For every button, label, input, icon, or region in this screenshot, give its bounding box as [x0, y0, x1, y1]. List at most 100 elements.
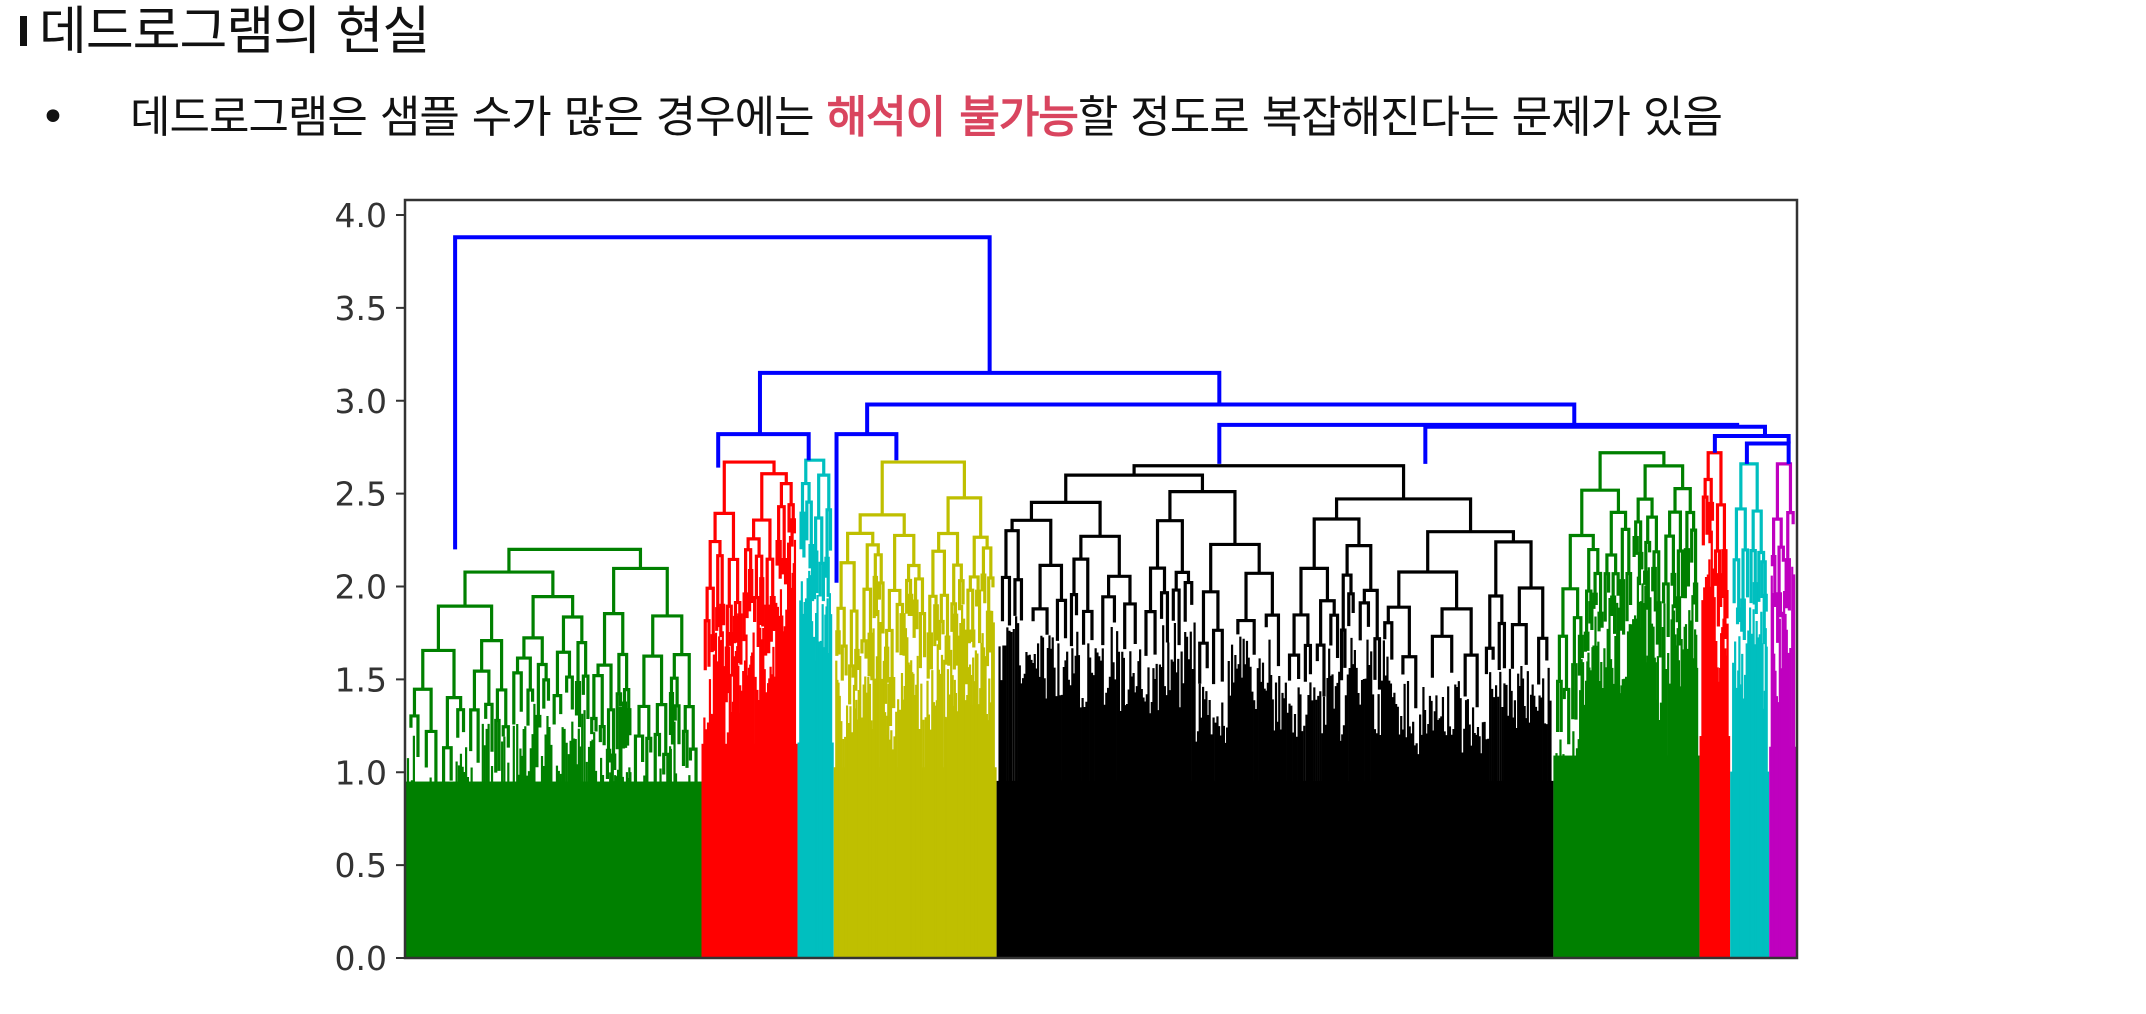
merge-link	[1315, 643, 1326, 697]
merge-link	[1572, 616, 1583, 665]
y-tick-label: 0.5	[335, 846, 387, 885]
merge-link	[605, 748, 612, 780]
merge-link	[1770, 554, 1777, 607]
dendrogram-cluster-4	[833, 460, 997, 958]
merge-link	[542, 678, 551, 709]
y-tick-label: 1.0	[335, 753, 387, 792]
merge-link	[1749, 549, 1757, 604]
merge-link	[1585, 589, 1593, 634]
dendrogram-cluster-8	[1730, 462, 1770, 958]
merge-link	[1752, 582, 1758, 614]
merge-link	[1673, 487, 1692, 513]
merge-link	[719, 603, 726, 638]
merge-link	[1643, 464, 1685, 500]
merge-link	[1299, 566, 1330, 615]
merge-link	[424, 729, 438, 784]
merge-link	[598, 724, 606, 746]
merge-link	[590, 716, 598, 735]
merge-link	[931, 549, 946, 597]
dendrogram-cluster-6	[1553, 451, 1700, 958]
merge-link	[1592, 592, 1598, 609]
merge-link	[952, 613, 959, 670]
merge-link	[1201, 590, 1220, 644]
merge-link	[1683, 548, 1691, 599]
merge-link	[480, 638, 504, 690]
merge-link	[710, 634, 716, 653]
merge-link	[1303, 643, 1313, 682]
merge-link	[552, 694, 563, 725]
merge-link	[775, 540, 782, 579]
merge-link	[617, 652, 629, 694]
merge-link	[1603, 572, 1611, 622]
merge-link	[1685, 510, 1696, 550]
merge-link	[1708, 501, 1715, 544]
merge-link	[966, 588, 975, 632]
merge-link	[531, 595, 575, 638]
merge-link	[1557, 634, 1569, 690]
merge-link	[606, 708, 616, 756]
merge-link	[1397, 570, 1459, 609]
merge-link	[1287, 653, 1301, 681]
merge-link	[1562, 687, 1571, 745]
merge-link	[645, 736, 653, 785]
merge-link	[1777, 545, 1785, 594]
merge-link	[722, 460, 776, 514]
merge-link	[1055, 598, 1068, 641]
merge-link	[1571, 663, 1578, 720]
merge-link	[1211, 628, 1224, 685]
merge-link	[669, 676, 679, 706]
merge-link	[727, 557, 740, 607]
merge-link	[612, 566, 669, 616]
merge-link	[862, 587, 873, 641]
merge-link	[804, 458, 826, 484]
merge-link	[981, 546, 993, 578]
merge-link	[972, 535, 989, 577]
merge-link	[970, 629, 976, 648]
merge-link	[737, 613, 743, 665]
merge-link	[651, 614, 684, 657]
merge-link	[1341, 573, 1353, 631]
merge-link	[1209, 542, 1261, 592]
merge-link	[836, 606, 846, 647]
merge-link	[1775, 462, 1793, 520]
merge-link	[1358, 601, 1371, 641]
merge-link	[1646, 515, 1658, 552]
y-tick-label: 2.5	[335, 475, 387, 514]
merge-link	[1577, 634, 1584, 676]
merge-link	[1183, 580, 1194, 622]
merge-link	[918, 612, 927, 669]
plot-frame	[403, 198, 1799, 960]
merge-link	[655, 703, 668, 755]
merge-link	[1636, 497, 1654, 522]
merge-link	[1004, 529, 1020, 580]
merge-link	[818, 561, 825, 602]
merge-link	[596, 663, 613, 710]
merge-link	[885, 628, 894, 679]
merge-link	[1031, 607, 1049, 635]
merge-link	[779, 482, 793, 507]
merge-link	[1440, 607, 1473, 656]
merge-link	[753, 596, 760, 648]
merge-link	[724, 646, 730, 703]
merge-link	[1609, 510, 1628, 555]
merge-link	[715, 607, 721, 631]
merge-link	[1668, 510, 1682, 551]
merge-link	[880, 460, 966, 515]
merge-link	[1690, 528, 1698, 585]
upper-merge-link	[834, 432, 899, 583]
y-tick-label: 3.0	[335, 382, 387, 421]
merge-link	[1739, 462, 1759, 512]
merge-link	[913, 577, 925, 614]
merge-link	[1132, 464, 1406, 499]
merge-link	[1610, 595, 1617, 634]
y-tick-label: 2.0	[335, 568, 387, 607]
merge-link	[1634, 520, 1643, 554]
bullet-text-before: 데드로그램은 샘플 수가 많은 경우에는	[130, 92, 827, 143]
merge-link	[1386, 605, 1411, 657]
bullet-icon: •	[40, 92, 66, 143]
bullet-item: • 데드로그램은 샘플 수가 많은 경우에는 해석이 불가능할 정도로 복잡해진다…	[40, 88, 1723, 148]
merge-link	[1484, 646, 1495, 675]
merge-link	[1347, 592, 1355, 627]
merge-link	[937, 619, 945, 650]
merge-link	[888, 677, 896, 726]
